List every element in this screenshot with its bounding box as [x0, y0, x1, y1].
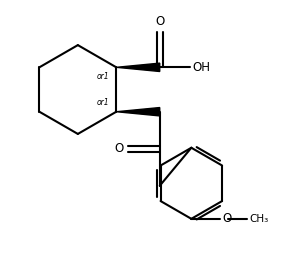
Polygon shape: [116, 63, 160, 71]
Text: O: O: [114, 142, 124, 155]
Text: O: O: [222, 212, 232, 225]
Text: or1: or1: [96, 72, 109, 81]
Text: OH: OH: [193, 61, 211, 74]
Text: O: O: [155, 15, 164, 28]
Polygon shape: [116, 108, 160, 116]
Text: CH₃: CH₃: [249, 214, 268, 224]
Text: or1: or1: [96, 98, 109, 107]
